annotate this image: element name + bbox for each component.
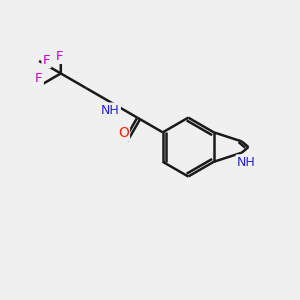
- Text: F: F: [43, 54, 50, 67]
- Text: O: O: [118, 126, 129, 140]
- Text: NH: NH: [237, 156, 256, 169]
- Text: F: F: [35, 72, 43, 86]
- Text: F: F: [56, 50, 63, 63]
- Text: NH: NH: [101, 104, 120, 117]
